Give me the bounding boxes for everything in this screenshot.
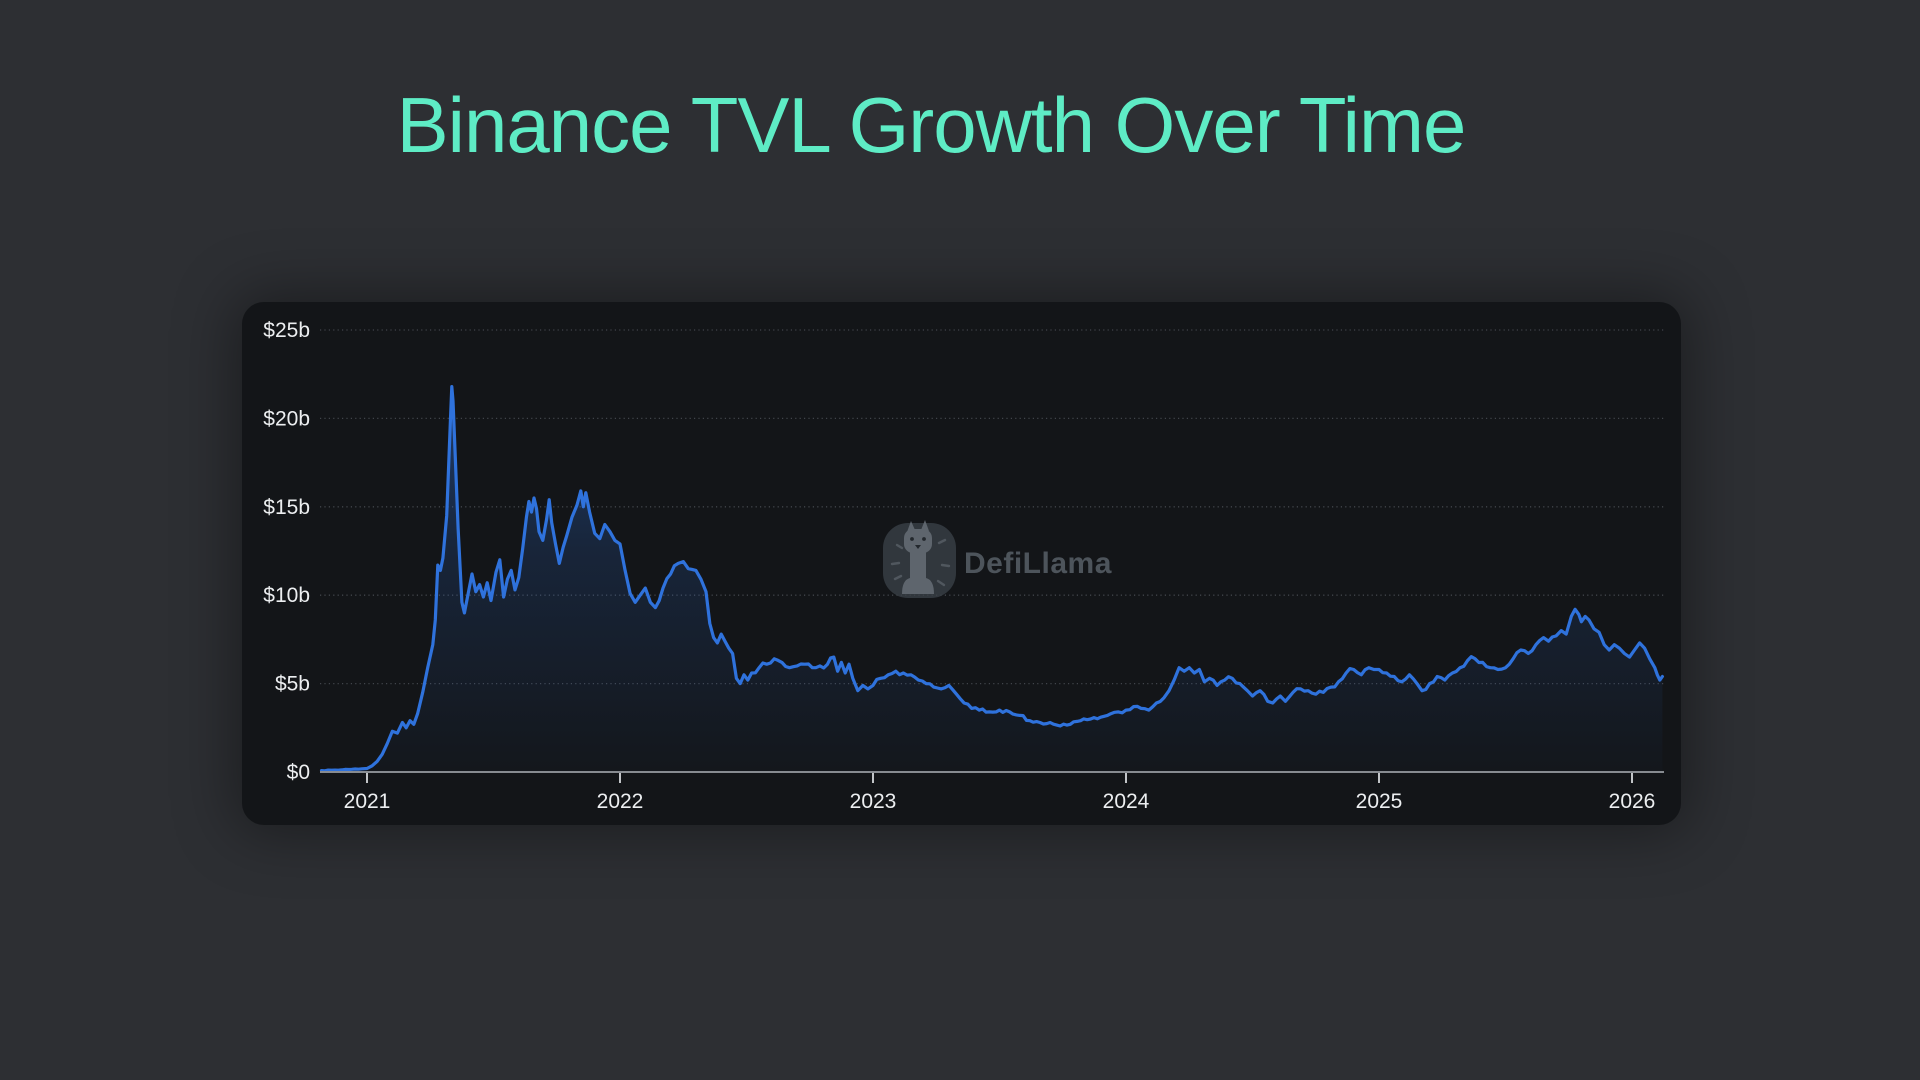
y-axis-label: $20b — [263, 407, 310, 430]
x-axis-labels: 2021 2022 2023 2024 2025 2026 — [344, 790, 1656, 813]
x-axis-label: 2021 — [344, 790, 391, 813]
tvl-area-chart[interactable]: DefiLlama $0 $5b $10b $15b $20b $25b 2021 2022… — [242, 302, 1681, 825]
x-axis-label: 2026 — [1609, 790, 1656, 813]
x-axis-label: 2025 — [1356, 790, 1403, 813]
x-axis-label: 2023 — [850, 790, 897, 813]
tvl-line — [319, 385, 1664, 773]
chart-card: DefiLlama $0 $5b $10b $15b $20b $25b 2021 2022… — [242, 302, 1681, 825]
x-axis-ticks — [366, 773, 1633, 783]
y-axis-label: $25b — [263, 319, 310, 342]
y-axis-label: $15b — [263, 496, 310, 519]
y-axis-labels: $0 $5b $10b $15b $20b $25b — [263, 319, 310, 784]
y-axis-label: $10b — [263, 584, 310, 607]
y-axis-label: $0 — [287, 761, 310, 784]
tvl-area-fill — [321, 386, 1663, 772]
llama-clock-icon — [883, 520, 956, 598]
y-axis-label: $5b — [275, 673, 310, 696]
defillama-watermark: DefiLlama — [883, 520, 1112, 598]
watermark-label: DefiLlama — [964, 547, 1112, 580]
x-axis-label: 2022 — [597, 790, 644, 813]
x-axis-label: 2024 — [1103, 790, 1150, 813]
page-title: Binance TVL Growth Over Time — [396, 81, 1467, 169]
